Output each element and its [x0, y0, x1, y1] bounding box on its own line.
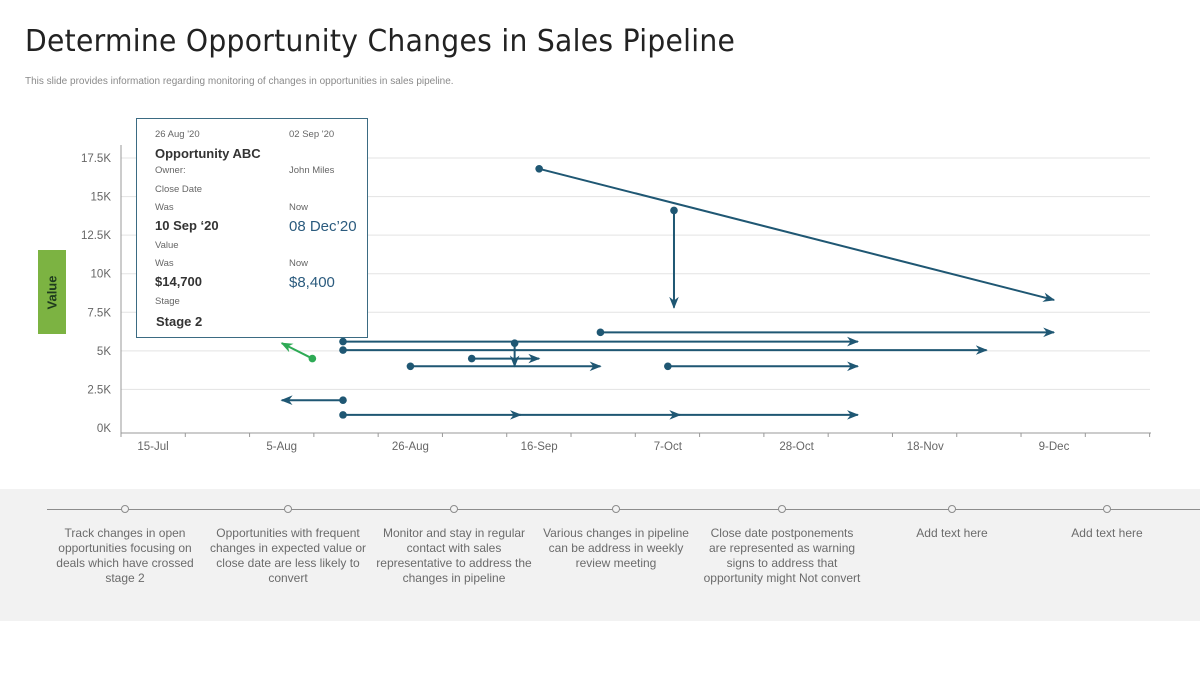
- opportunity-change-change-6: [509, 339, 520, 368]
- tooltip-close-now-value: 08 Dec’20: [289, 218, 357, 235]
- timeline-node: [284, 505, 292, 513]
- timeline-line: [47, 509, 1200, 510]
- timeline-step-text: Add text here: [1071, 526, 1143, 540]
- x-tick-label: 28-Oct: [779, 441, 814, 453]
- tooltip-date-from: 26 Aug '20: [155, 129, 200, 140]
- opportunity-change-change-8: [406, 361, 602, 372]
- tooltip-close-now-label: Now: [289, 202, 309, 213]
- tooltip-close-date-label: Close Date: [155, 184, 202, 195]
- tooltip-owner-label: Owner:: [155, 165, 186, 176]
- change-start-point: [308, 354, 317, 363]
- y-axis-label: Value: [44, 275, 60, 309]
- tooltip-close-was-value: 10 Sep ‘20: [155, 218, 219, 233]
- x-tick-label: 18-Nov: [907, 441, 944, 453]
- timeline-step-text: Opportunities with frequent changes in e…: [209, 526, 367, 585]
- axes: 0K 2.5K 5K 7.5K 10K 12.5K 15K 17.5K 15-Jul 5-Aug 2…: [81, 145, 1151, 453]
- x-tick-label: 16-Sep: [521, 441, 558, 453]
- change-start-point: [339, 337, 347, 346]
- tooltip-value-was: $14,700: [155, 274, 202, 289]
- tooltip-close-was-label: Was: [155, 202, 174, 213]
- y-tick-label: 0K: [97, 423, 111, 435]
- opportunity-change-change-4: [339, 336, 860, 347]
- timeline-node: [778, 505, 786, 513]
- change-start-point: [339, 411, 347, 419]
- timeline-step-text: Various changes in pipeline can be addre…: [543, 526, 689, 570]
- y-tick-label: 10K: [91, 269, 112, 281]
- tooltip-value-now-label: Now: [289, 258, 309, 269]
- change-start-point: [664, 362, 672, 371]
- timeline-node: [948, 505, 956, 513]
- change-start-point: [535, 165, 543, 173]
- tooltip-value-now: $8,400: [289, 274, 335, 291]
- timeline-node: [121, 505, 129, 513]
- change-start-point: [339, 396, 347, 405]
- timeline-node: [1103, 505, 1111, 513]
- y-tick-label: 7.5K: [87, 307, 111, 319]
- change-arrow-line: [280, 342, 313, 360]
- tooltip-owner-value: John Miles: [289, 165, 335, 176]
- opportunity-change-change-2: [669, 206, 679, 309]
- opportunity-tooltip: 26 Aug '20 02 Sep '20 Opportunity ABC Ow…: [136, 118, 368, 338]
- y-tick-label: 15K: [91, 192, 112, 204]
- process-timeline: Track changes in open opportunities focu…: [0, 489, 1200, 621]
- change-start-point: [406, 362, 415, 371]
- timeline-step-text: Close date postponements are represented…: [703, 526, 861, 585]
- y-tick-label: 2.5K: [87, 384, 111, 396]
- x-tick-label: 26-Aug: [392, 441, 429, 453]
- timeline-step-text: Track changes in open opportunities focu…: [56, 526, 194, 585]
- change-arrow-line: [538, 167, 1056, 302]
- opportunity-change-change-9: [664, 361, 860, 372]
- change-start-point: [596, 328, 605, 337]
- opportunity-change-change-11: [339, 410, 860, 420]
- y-axis-label-badge: Value: [38, 250, 66, 334]
- opportunity-change-change-3: [596, 327, 1056, 338]
- change-start-point: [339, 346, 347, 354]
- opportunity-change-change-1: [535, 165, 1056, 302]
- highlighted-opportunity-change-opportunity-abc: [280, 342, 317, 363]
- x-tick-label: 9-Dec: [1039, 441, 1070, 453]
- tooltip-opportunity-name: Opportunity ABC: [155, 146, 261, 161]
- change-start-point: [510, 339, 519, 347]
- tooltip-value-label: Value: [155, 240, 179, 251]
- opportunity-change-change-7: [467, 353, 541, 364]
- opportunity-change-change-5: [339, 345, 988, 355]
- change-start-point: [467, 354, 476, 363]
- x-tick-label: 7-Oct: [654, 441, 683, 453]
- y-tick-label: 5K: [97, 346, 111, 358]
- timeline-step-text: Add text here: [916, 526, 988, 540]
- x-tick-label: 5-Aug: [266, 441, 297, 453]
- timeline-node: [612, 505, 620, 513]
- change-start-point: [670, 206, 678, 215]
- timeline-node: [450, 505, 458, 513]
- change-arrows: [280, 165, 1056, 420]
- slide-subtitle: This slide provides information regardin…: [25, 76, 454, 87]
- opportunity-change-change-10: [280, 395, 347, 406]
- x-tick-label: 15-Jul: [137, 441, 168, 453]
- tooltip-stage-value: Stage 2: [156, 314, 203, 329]
- slide-title: Determine Opportunity Changes in Sales P…: [25, 24, 736, 59]
- timeline-step-text: Monitor and stay in regular contact with…: [376, 526, 532, 585]
- y-tick-label: 17.5K: [81, 153, 111, 165]
- tooltip-stage-label: Stage: [155, 296, 180, 307]
- tooltip-value-was-label: Was: [155, 258, 174, 269]
- y-tick-label: 12.5K: [81, 230, 111, 242]
- tooltip-date-to: 02 Sep '20: [289, 129, 335, 140]
